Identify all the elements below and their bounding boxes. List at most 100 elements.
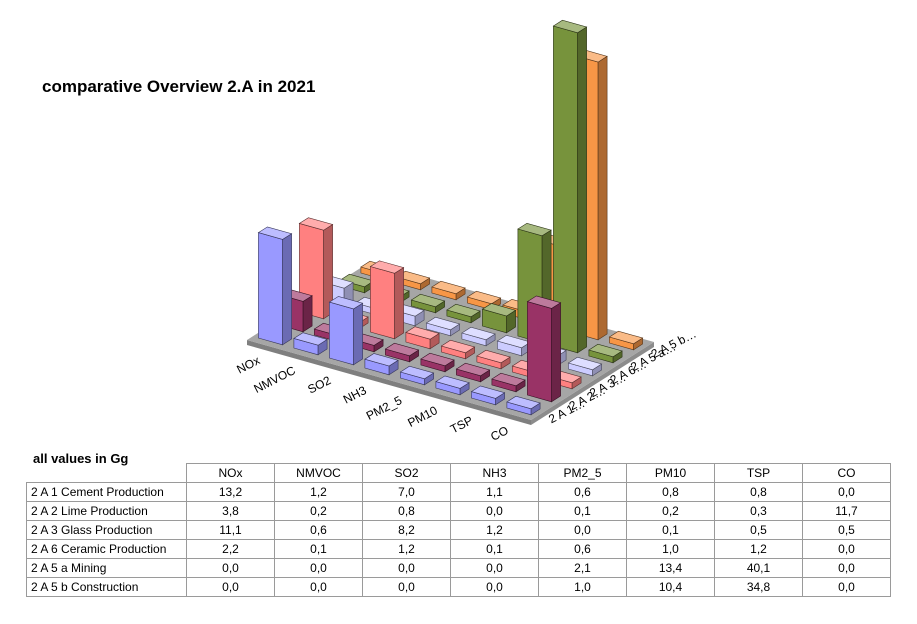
table-cell: 11,7 <box>802 501 891 521</box>
bar-top <box>435 375 470 389</box>
bar <box>298 217 334 320</box>
table-cell: 0,0 <box>802 558 891 578</box>
column-header: NMVOC <box>274 463 363 483</box>
bar-front <box>370 266 395 340</box>
bar <box>455 362 491 383</box>
bar-top <box>491 372 526 387</box>
table-cell: 34,8 <box>714 577 803 597</box>
table-cell: 0,0 <box>274 558 363 578</box>
x-tick-label: NMVOC <box>252 363 298 396</box>
table-cell: 0,2 <box>626 501 715 521</box>
bar-top <box>384 342 420 357</box>
table-cell: 3,8 <box>186 501 275 521</box>
bar <box>257 226 293 346</box>
bar-top <box>328 296 364 310</box>
bar-top <box>257 226 293 240</box>
bar-top <box>455 362 491 377</box>
table-cell: 40,1 <box>714 558 803 578</box>
bar-top <box>608 330 644 345</box>
table-cell: 1,2 <box>714 539 803 559</box>
table-row: 2 A 6 Ceramic Production 2,2 0,1 1,2 0,1 0,6 1… <box>26 539 891 559</box>
table-cell: 13,4 <box>626 558 715 578</box>
table-cell: 1,2 <box>362 539 451 559</box>
table-cell: 0,0 <box>362 558 451 578</box>
bar <box>567 356 603 377</box>
bar <box>440 339 476 360</box>
bar-top <box>440 339 476 354</box>
x-tick-label: TSP <box>448 413 475 436</box>
table-cell: 0,6 <box>538 482 627 502</box>
bar-top <box>405 326 440 340</box>
table-cell: 1,2 <box>450 520 539 540</box>
table-row: 2 A 2 Lime Production 3,8 0,2 0,8 0,0 0,1 0,2 0… <box>26 501 891 521</box>
units-note: all values in Gg <box>33 451 129 466</box>
table-cell: 0,6 <box>274 520 363 540</box>
bar-side <box>282 233 292 346</box>
data-table: NOx NMVOC SO2 NH3 PM2_5 PM10 TSP CO 2 A 1 Cement… <box>26 463 891 597</box>
column-header: PM2_5 <box>538 463 627 483</box>
bar-top <box>431 280 466 295</box>
bar <box>431 280 466 301</box>
table-header-row: NOx NMVOC SO2 NH3 PM2_5 PM10 TSP CO <box>26 463 891 483</box>
bar-top <box>517 222 552 237</box>
bar <box>384 342 420 363</box>
bar-front <box>329 301 354 366</box>
bar-top <box>552 19 588 34</box>
bar-top <box>470 385 506 399</box>
bar-top <box>410 293 446 308</box>
bar-side <box>353 302 363 366</box>
bar <box>470 385 506 406</box>
table-corner <box>26 463 187 483</box>
table-cell: 0,1 <box>450 539 539 559</box>
column-header: PM10 <box>626 463 715 483</box>
table-cell: 7,0 <box>362 482 451 502</box>
column-header: SO2 <box>362 463 451 483</box>
bar <box>491 372 526 393</box>
bar-top <box>526 295 562 309</box>
bar-top <box>420 352 455 367</box>
column-header: NOx <box>186 463 275 483</box>
floor-side-edge <box>531 342 654 425</box>
table-cell: 0,6 <box>538 539 627 559</box>
bar <box>481 303 517 334</box>
bar-top <box>399 365 435 380</box>
table-cell: 0,0 <box>450 577 539 597</box>
bar <box>526 295 562 403</box>
bar-side <box>551 302 561 403</box>
table-cell: 2,1 <box>538 558 627 578</box>
bar-top <box>298 217 334 231</box>
table-row: 2 A 5 b Construction 0,0 0,0 0,0 0,0 1,0 10,4 3… <box>26 577 891 597</box>
column-header: TSP <box>714 463 803 483</box>
bar <box>466 290 502 311</box>
row-header: 2 A 5 a Mining <box>26 558 187 578</box>
chart-title: comparative Overview 2.A in 2021 <box>42 77 316 96</box>
bar <box>410 293 446 314</box>
table-cell: 0,0 <box>186 558 275 578</box>
table-cell: 0,0 <box>362 577 451 597</box>
table-row: 2 A 5 a Mining 0,0 0,0 0,0 0,0 2,1 13,4 40,1 0,0 <box>26 558 891 578</box>
bar <box>435 375 470 396</box>
bar <box>369 260 405 340</box>
floor-front-edge <box>247 340 531 425</box>
x-tick-label: CO <box>488 423 510 444</box>
x-tick-label: PM10 <box>405 403 440 430</box>
table-cell: 0,0 <box>186 577 275 597</box>
table-cell: 0,1 <box>626 520 715 540</box>
table-cell: 1,0 <box>538 577 627 597</box>
bar-side <box>302 295 313 333</box>
x-tick-label: SO2 <box>305 373 333 397</box>
bar <box>446 303 481 324</box>
table-cell: 0,0 <box>802 539 891 559</box>
table-cell: 11,1 <box>186 520 275 540</box>
table-cell: 0,0 <box>450 501 539 521</box>
row-header: 2 A 1 Cement Production <box>26 482 187 502</box>
x-tick-label: NH3 <box>341 383 369 407</box>
bar-side <box>597 55 608 341</box>
table-cell: 1,0 <box>626 539 715 559</box>
table-cell: 0,0 <box>450 558 539 578</box>
row-header: 2 A 6 Ceramic Production <box>26 539 187 559</box>
table-cell: 0,0 <box>274 577 363 597</box>
column-header: NH3 <box>450 463 539 483</box>
bar-top <box>466 290 502 305</box>
